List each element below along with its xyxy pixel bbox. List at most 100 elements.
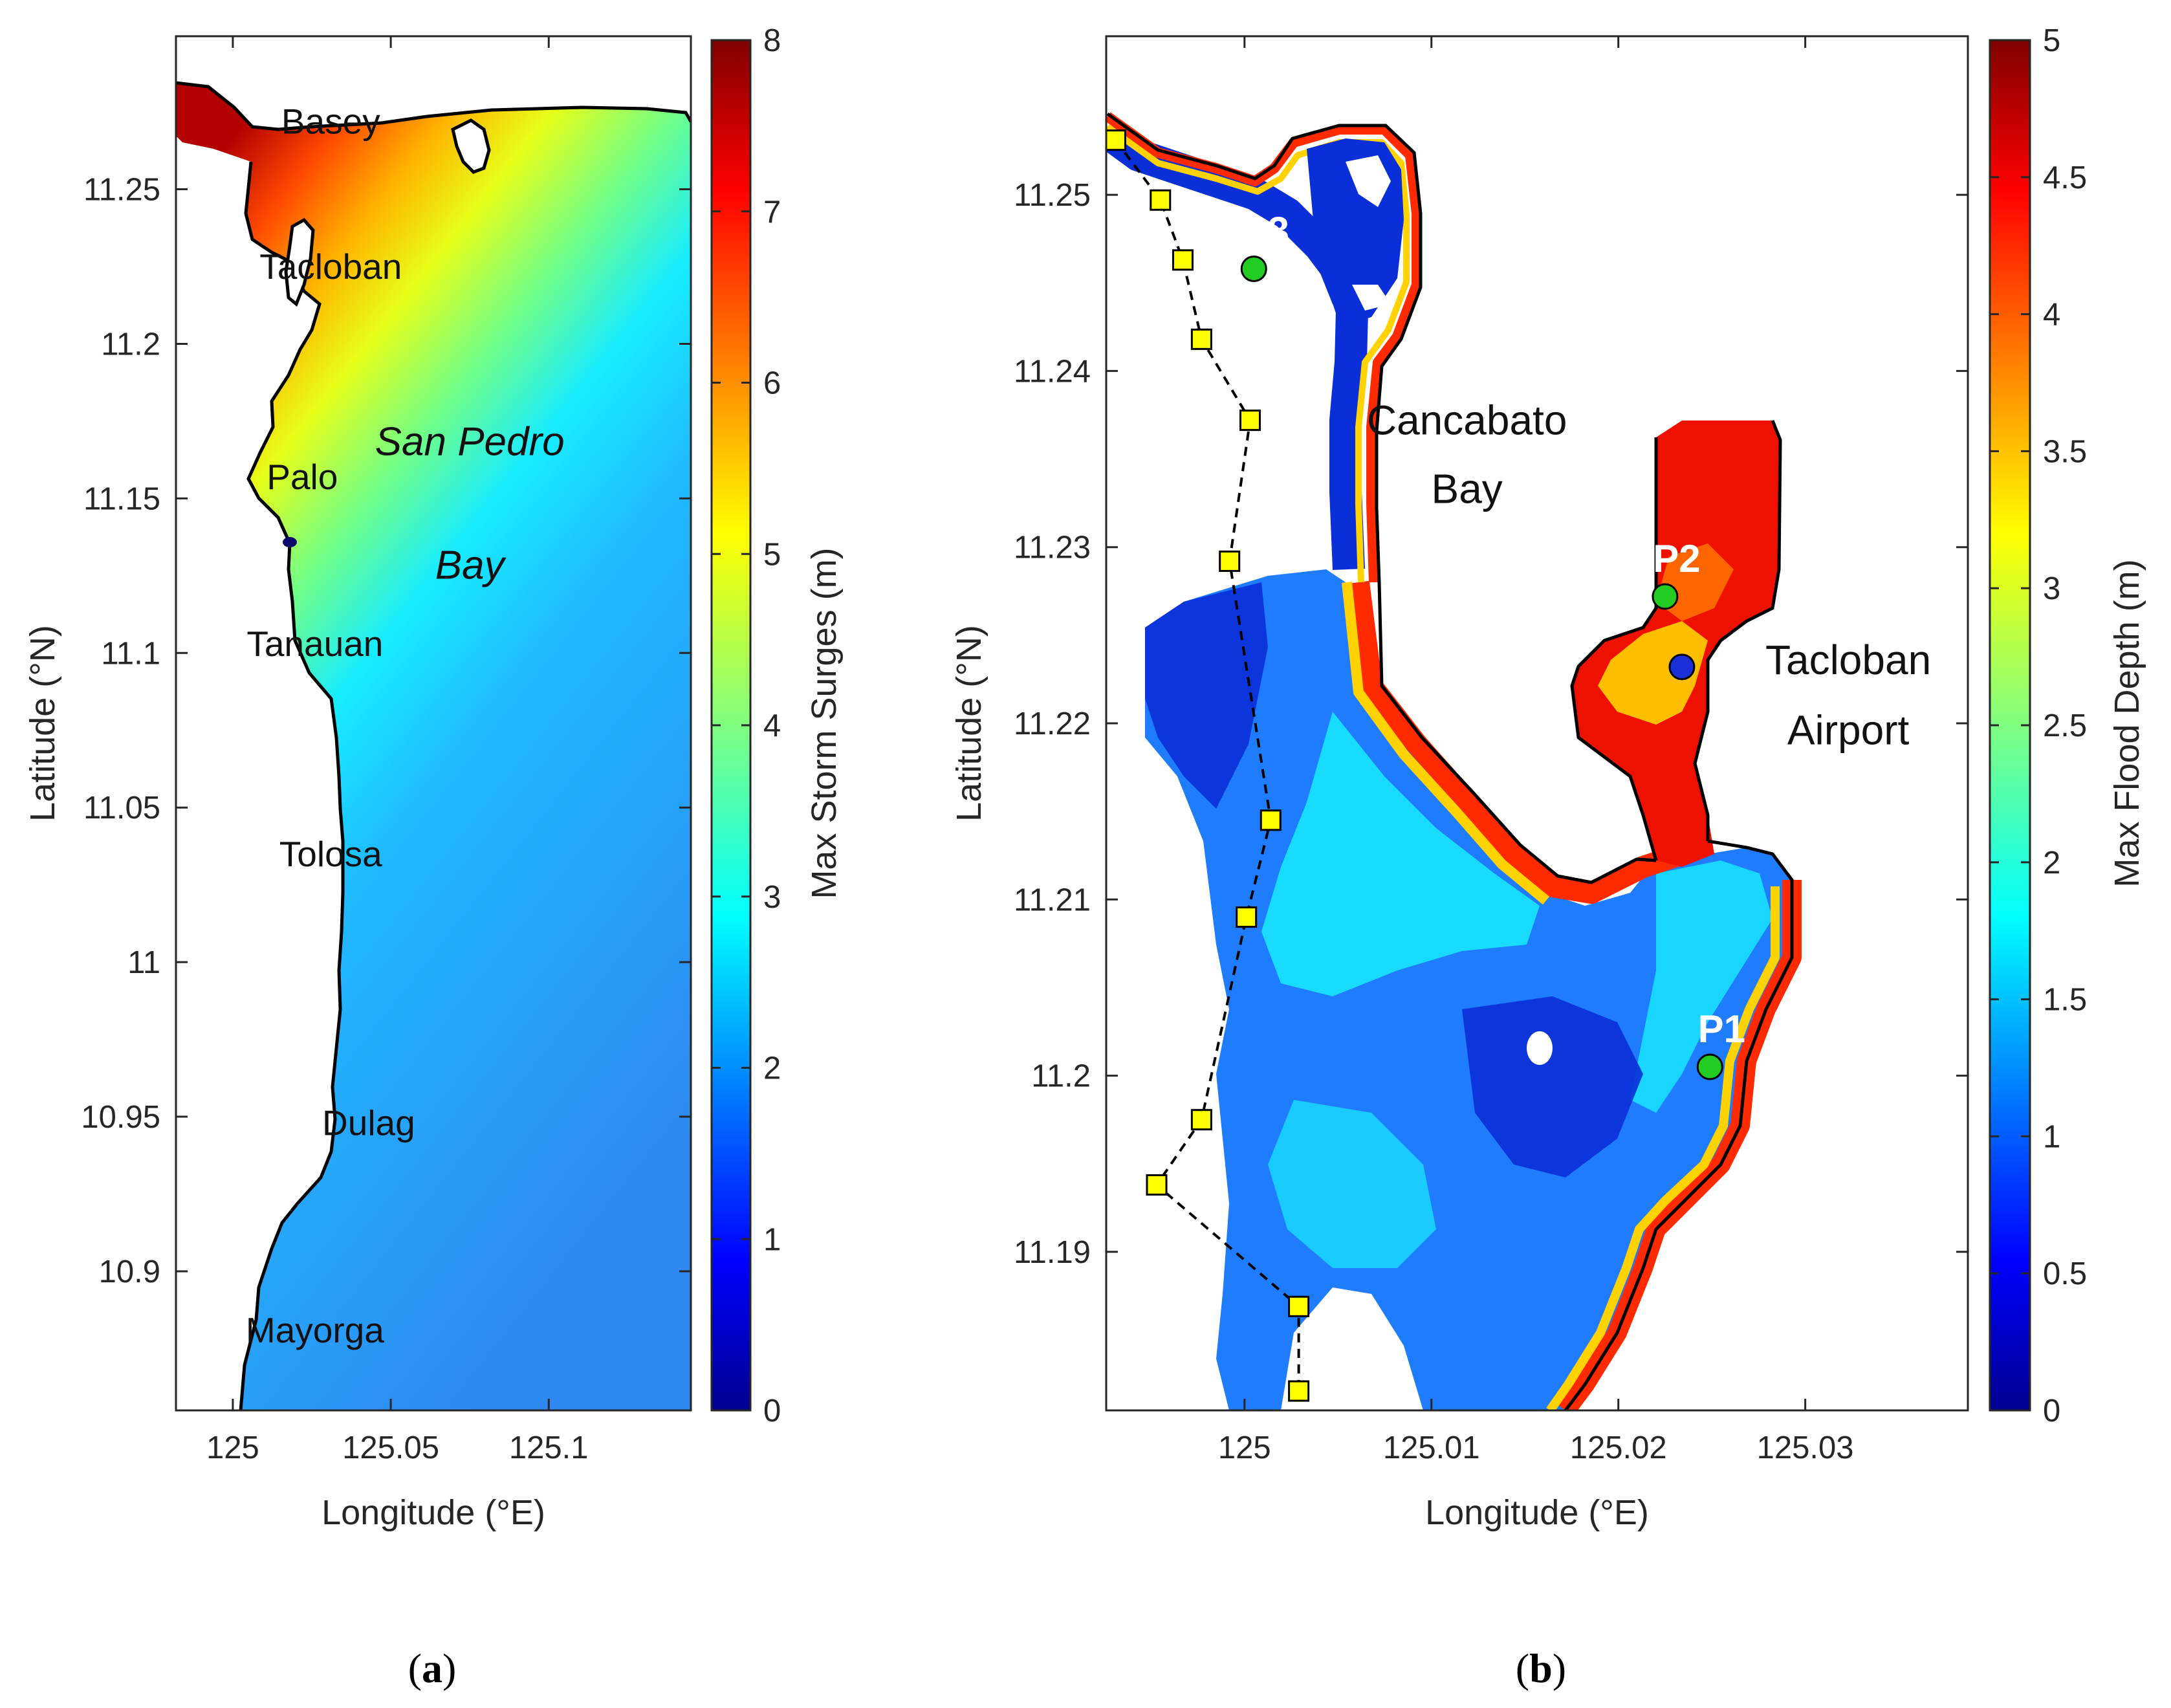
colorbar-tick-label: 1 bbox=[2043, 1119, 2060, 1154]
transect-marker bbox=[1172, 249, 1194, 271]
colorbar-tick-label: 0 bbox=[763, 1394, 781, 1429]
panel-b-x-axis-label: Longitude (°E) bbox=[1425, 1493, 1649, 1532]
colorbar-tick-label: 1.5 bbox=[2043, 983, 2087, 1018]
panel-a-caption: (a) bbox=[408, 1645, 457, 1691]
x-tick-label: 125.1 bbox=[509, 1430, 589, 1465]
y-tick-label: 10.95 bbox=[81, 1100, 160, 1135]
panel-b-north-pool-dry bbox=[1346, 155, 1391, 207]
panel-b-y-ticks: 11.25 11.24 11.23 11.22 11.21 11.2 11.19 bbox=[1014, 178, 1968, 1270]
panel-b-place-labels: Cancabato Bay Tacloban Airport bbox=[1367, 397, 1931, 753]
place-label: Cancabato bbox=[1367, 397, 1567, 443]
place-label: Tacloban bbox=[259, 246, 402, 287]
transect-marker bbox=[1146, 1174, 1168, 1196]
y-tick-label: 11.25 bbox=[83, 173, 160, 208]
panel-b-flood-cyan-zone bbox=[1630, 860, 1773, 1113]
colorbar-tick-label: 0.5 bbox=[2043, 1256, 2087, 1291]
panel-b-caption: (b) bbox=[1516, 1645, 1566, 1691]
place-label: Basey bbox=[281, 102, 380, 142]
panel-b-y-axis-label: Latitude (°N) bbox=[950, 625, 988, 822]
point-marker-p2 bbox=[1652, 583, 1679, 610]
panel-a-y-axis-label: Latitude (°N) bbox=[23, 625, 62, 822]
panel-a-axes-frame bbox=[175, 35, 692, 1412]
place-label: San Pedro bbox=[375, 419, 565, 464]
place-label: Bay bbox=[1432, 466, 1503, 512]
y-tick-label: 11.2 bbox=[101, 327, 160, 362]
x-tick-label: 125.02 bbox=[1570, 1430, 1667, 1465]
transect-marker bbox=[1150, 189, 1172, 211]
panel-b-coastal-band-inner bbox=[1342, 582, 1550, 905]
y-tick-label: 11.05 bbox=[83, 791, 160, 826]
place-label: Tanauan bbox=[246, 624, 383, 664]
colorbar-tick-label: 4.5 bbox=[2043, 160, 2087, 195]
colorbar-tick-label: 4 bbox=[2043, 298, 2060, 333]
place-label: Bay bbox=[435, 543, 507, 588]
panel-b-x-ticks: 125 125.01 125.02 125.03 bbox=[1218, 36, 1854, 1465]
y-tick-label: 11.23 bbox=[1014, 531, 1091, 565]
panel-b-colorbar-label: Max Flood Depth (m) bbox=[2108, 559, 2146, 887]
panel-a-y-ticks: 11.25 11.2 11.15 11.1 11.05 11 10.95 10.9 bbox=[81, 173, 691, 1289]
point-marker-p3 bbox=[1240, 255, 1267, 282]
panel-a-surge-field bbox=[176, 83, 691, 1410]
x-tick-label: 125.05 bbox=[342, 1430, 439, 1465]
transect-marker bbox=[1190, 1109, 1212, 1131]
transect-marker bbox=[1106, 129, 1126, 151]
panel-a-x-axis-label: Longitude (°E) bbox=[322, 1493, 545, 1532]
panel-b-coastline bbox=[1106, 112, 1657, 884]
colorbar-tick-label: 3 bbox=[763, 880, 781, 915]
panel-b-points: P1 P2 P3 bbox=[1240, 209, 1745, 1080]
panel-b-north-pool-dry bbox=[1352, 285, 1391, 311]
panel-a-x-ticks: 125 125.05 125.1 bbox=[206, 36, 589, 1465]
panel-b-north-channel-band bbox=[1106, 124, 1410, 583]
place-label: Tacloban bbox=[1765, 637, 1931, 683]
x-tick-label: 125.01 bbox=[1383, 1430, 1480, 1465]
x-tick-label: 125 bbox=[206, 1430, 259, 1465]
y-tick-label: 11.25 bbox=[1014, 178, 1091, 213]
colorbar-tick-label: 2.5 bbox=[2043, 708, 2087, 743]
panel-b-coastal-band bbox=[1347, 580, 1686, 904]
place-label: Dulag bbox=[322, 1103, 415, 1143]
panel-a-place-labels: Basey Tacloban Palo Tanauan Tolosa Dulag Mayor… bbox=[246, 102, 565, 1350]
panel-b-coastal-band-inner bbox=[1546, 886, 1780, 1410]
point-label: P1 bbox=[1698, 1007, 1745, 1051]
transect-marker bbox=[1288, 1380, 1310, 1402]
colorbar-tick-label: 8 bbox=[763, 23, 781, 58]
panel-b-flood-cyan-zone bbox=[1268, 1100, 1436, 1268]
y-tick-label: 11.22 bbox=[1014, 706, 1091, 741]
transect-marker bbox=[1260, 809, 1282, 831]
point-label: P2 bbox=[1653, 537, 1700, 580]
point-label: P3 bbox=[1242, 209, 1289, 252]
panel-b-north-channel-band bbox=[1106, 112, 1422, 583]
panel-a-island bbox=[451, 118, 491, 174]
y-tick-label: 11.1 bbox=[101, 636, 160, 671]
panel-b-flood-deep-blue-zone bbox=[1462, 996, 1643, 1177]
place-label: Mayorga bbox=[246, 1310, 384, 1350]
transect-marker bbox=[1219, 550, 1241, 572]
colorbar-tick-label: 7 bbox=[763, 195, 781, 230]
y-tick-label: 11.21 bbox=[1014, 882, 1091, 917]
colorbar-tick-label: 6 bbox=[763, 366, 781, 401]
colorbar-tick-label: 4 bbox=[763, 708, 781, 743]
transect-marker bbox=[1288, 1295, 1310, 1317]
colorbar-tick-label: 3 bbox=[2043, 571, 2060, 606]
panel-a-coastline bbox=[176, 81, 691, 1410]
point-marker bbox=[1668, 653, 1696, 681]
transect-marker bbox=[1239, 410, 1261, 432]
y-tick-label: 11.19 bbox=[1014, 1235, 1091, 1270]
colorbar-tick-label: 0 bbox=[2043, 1394, 2060, 1429]
panel-a-dark-spot bbox=[283, 537, 297, 547]
panel-b-dry-patch bbox=[1527, 1031, 1553, 1065]
y-tick-label: 10.9 bbox=[99, 1254, 160, 1289]
colorbar-tick-label: 1 bbox=[763, 1222, 781, 1257]
panel-b-transect-markers bbox=[1106, 129, 1310, 1402]
panel-a-colorbar-ticks: 0 1 2 3 4 5 6 7 8 bbox=[712, 23, 781, 1429]
place-label: Palo bbox=[267, 457, 338, 497]
panel-b-colorbar-ticks: 0 0.5 1 1.5 2 2.5 3 3.5 4 4.5 5 bbox=[1990, 23, 2087, 1429]
x-tick-label: 125.03 bbox=[1757, 1430, 1854, 1465]
panel-b-coastline bbox=[1564, 839, 1794, 1410]
transect-marker bbox=[1190, 328, 1212, 350]
colorbar-tick-label: 2 bbox=[2043, 846, 2060, 881]
point-marker-p1 bbox=[1696, 1053, 1723, 1080]
colorbar-tick-label: 5 bbox=[763, 537, 781, 572]
